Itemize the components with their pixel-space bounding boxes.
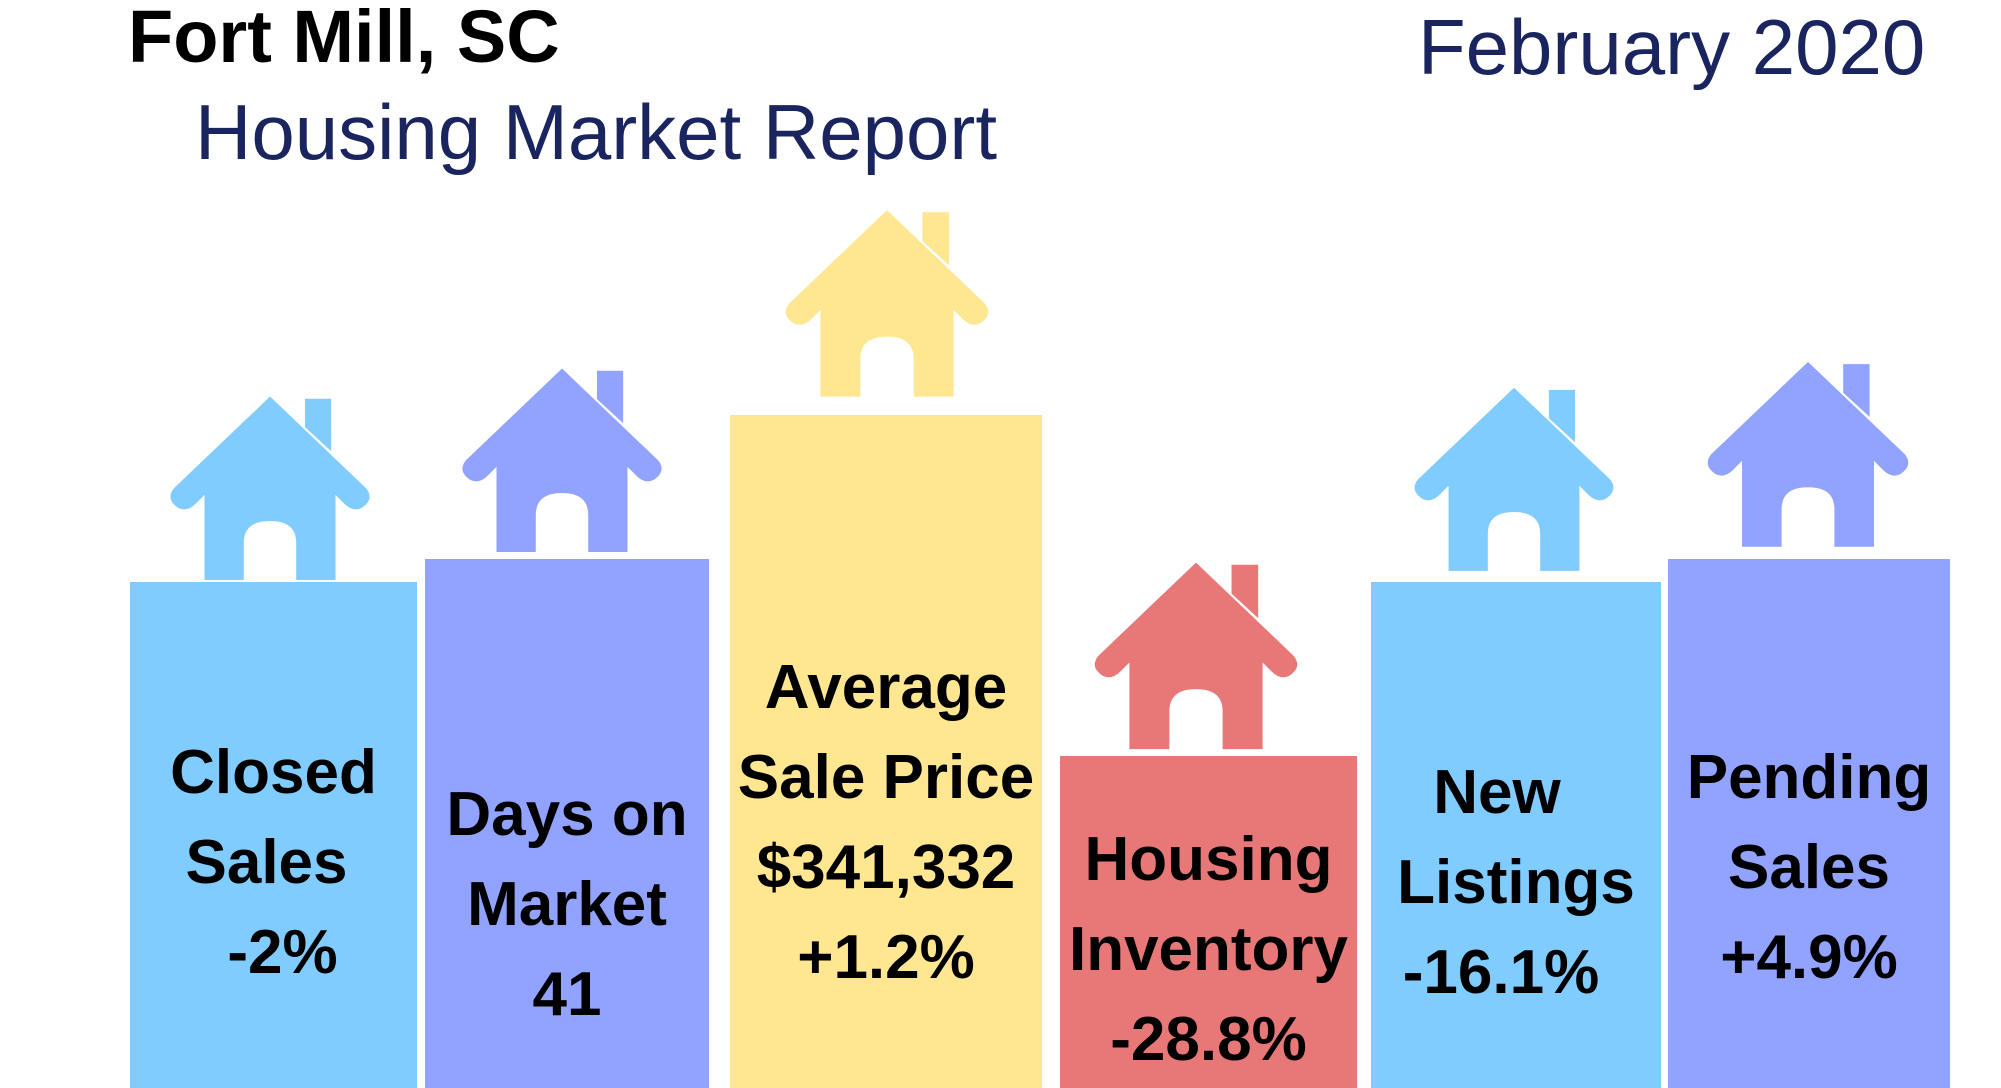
- stat-bar: [130, 582, 417, 1088]
- stat-bar: [1060, 756, 1357, 1088]
- stat-label-line1: Average: [764, 653, 1008, 722]
- stat-bar: [1668, 559, 1950, 1088]
- stat-value: -16.1%: [1402, 938, 1600, 1007]
- stat-label-line1: Housing: [1084, 825, 1333, 894]
- stat-value: -28.8%: [1110, 1005, 1307, 1074]
- stat-label-line2: Market: [467, 870, 667, 939]
- city-title: Fort Mill, SC: [128, 0, 560, 78]
- report-subtitle: Housing Market Report: [195, 88, 998, 176]
- house-icon: [170, 396, 370, 580]
- house-icon: [1094, 562, 1298, 750]
- stat-bar: [730, 415, 1042, 1088]
- stat-label-line2: Sales: [185, 828, 348, 897]
- report-period: February 2020: [1418, 3, 1926, 91]
- stat-new-listings: New Listings -16.1%: [1371, 0, 1661, 1088]
- stat-value: -2%: [227, 918, 338, 987]
- stat-days-on-market: Days on Market 41: [425, 0, 709, 1088]
- stat-value: $341,332: [756, 833, 1016, 902]
- stat-label-line1: Closed: [170, 738, 377, 807]
- stat-pending-sales: Pending Sales +4.9%: [1668, 0, 1950, 1088]
- stat-average-sale-price: Average Sale Price $341,332 +1.2%: [730, 0, 1042, 1088]
- stat-label-line2: Sale Price: [737, 743, 1035, 812]
- stat-bar: [425, 559, 709, 1088]
- house-icon: [785, 210, 989, 397]
- stat-label-line2: Inventory: [1068, 915, 1349, 984]
- stat-value: 41: [532, 960, 602, 1029]
- stat-value: +4.9%: [1720, 923, 1898, 992]
- house-icon: [1707, 361, 1909, 547]
- stat-closed-sales: Closed Sales -2%: [130, 0, 417, 1088]
- stat-label-line1: Pending: [1686, 743, 1932, 812]
- house-icon: [462, 368, 662, 552]
- stat-change: +1.2%: [797, 923, 975, 992]
- stat-housing-inventory: Housing Inventory -28.8%: [1060, 0, 1357, 1088]
- house-icon: [1414, 387, 1614, 571]
- stat-label-line2: Listings: [1397, 848, 1635, 917]
- stat-bar: [1371, 582, 1661, 1088]
- stat-label-line1: New: [1433, 758, 1561, 827]
- stat-label-line2: Sales: [1727, 833, 1891, 902]
- stat-label-line1: Days on: [446, 780, 688, 849]
